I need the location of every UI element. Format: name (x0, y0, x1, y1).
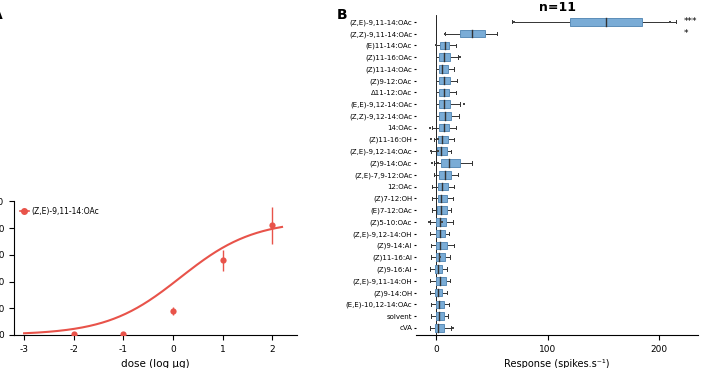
Bar (435, 265, 442, 273)
Bar (436, 301, 444, 308)
Bar (439, 112, 452, 120)
Bar (438, 195, 447, 202)
Bar (437, 206, 447, 214)
Bar (441, 159, 460, 167)
Bar (435, 324, 444, 332)
Bar (436, 242, 447, 249)
Legend: (Z,E)-9,11-14:OAc: (Z,E)-9,11-14:OAc (18, 205, 101, 217)
Bar (436, 218, 446, 226)
Bar (439, 77, 450, 84)
Bar (437, 148, 447, 155)
Bar (570, 18, 642, 25)
Bar (439, 53, 450, 61)
Text: *: * (684, 29, 688, 38)
Title: n=11: n=11 (539, 1, 576, 14)
Bar (439, 89, 450, 96)
Bar (435, 289, 442, 296)
Text: ***: *** (684, 17, 698, 26)
Bar (436, 277, 446, 284)
Bar (460, 30, 485, 37)
Bar (440, 42, 450, 49)
Bar (439, 100, 450, 108)
X-axis label: dose (log μg): dose (log μg) (121, 359, 190, 368)
Bar (436, 312, 444, 320)
Bar (438, 183, 448, 190)
Bar (439, 124, 450, 131)
Text: A: A (0, 8, 2, 22)
Bar (439, 171, 452, 178)
Bar (438, 136, 448, 143)
Bar (436, 254, 445, 261)
Text: B: B (337, 8, 347, 22)
Bar (436, 230, 445, 237)
Bar (439, 65, 448, 72)
X-axis label: Response (spikes.s⁻¹): Response (spikes.s⁻¹) (504, 359, 610, 368)
